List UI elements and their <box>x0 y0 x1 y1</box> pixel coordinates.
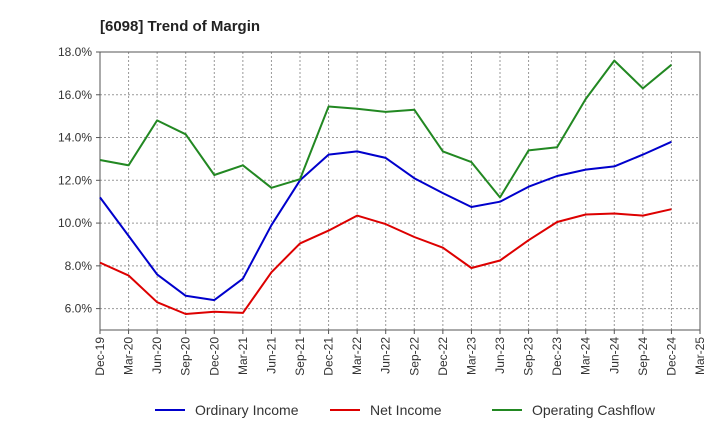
legend: Ordinary Income Net Income Operating Cashf… <box>155 402 656 418</box>
x-tick-label: Jun-23 <box>493 337 507 374</box>
x-tick-label: Dec-20 <box>207 337 221 376</box>
series-line-net-income <box>99 208 672 315</box>
x-tick-label: Mar-20 <box>122 337 136 375</box>
x-tick-label: Dec-22 <box>436 337 450 376</box>
grid <box>100 52 700 330</box>
x-tick-label: Sep-23 <box>522 337 536 376</box>
x-tick-label: Jun-24 <box>607 337 621 374</box>
legend-label-operating-cashflow: Operating Cashflow <box>532 402 656 418</box>
x-tick-label: Dec-24 <box>664 337 678 376</box>
y-tick-label: 12.0% <box>58 173 92 187</box>
x-tick-label: Jun-22 <box>379 337 393 374</box>
y-tick-label: 8.0% <box>65 259 93 273</box>
x-tick-label: Jun-20 <box>150 337 164 374</box>
x-tick-label: Dec-19 <box>93 337 107 376</box>
x-tick-label: Mar-22 <box>350 337 364 375</box>
y-axis: 6.0% 8.0% 10.0% 12.0% 14.0% 16.0% 18.0% <box>58 45 100 316</box>
x-tick-label: Sep-22 <box>407 337 421 376</box>
y-tick-label: 14.0% <box>58 131 92 145</box>
x-tick-label: Sep-21 <box>293 337 307 376</box>
x-tick-label: Jun-21 <box>264 337 278 374</box>
series-line-ordinary-income <box>99 140 672 302</box>
x-tick-label: Mar-25 <box>693 337 707 375</box>
chart-title: [6098] Trend of Margin <box>100 18 260 35</box>
y-tick-label: 16.0% <box>58 88 92 102</box>
x-tick-label: Mar-23 <box>464 337 478 375</box>
x-tick-label: Dec-21 <box>322 337 336 376</box>
legend-label-ordinary-income: Ordinary Income <box>195 402 299 418</box>
x-tick-label: Sep-24 <box>636 337 650 376</box>
x-tick-label: Dec-23 <box>550 337 564 376</box>
x-tick-label: Mar-24 <box>579 337 593 375</box>
y-tick-label: 18.0% <box>58 45 92 59</box>
y-tick-label: 6.0% <box>65 302 93 316</box>
x-tick-label: Mar-21 <box>236 337 250 375</box>
plot-area <box>99 51 701 331</box>
y-tick-label: 10.0% <box>58 216 92 230</box>
series-line-operating-cashflow <box>99 59 673 199</box>
legend-label-net-income: Net Income <box>370 402 442 418</box>
x-tick-label: Sep-20 <box>179 337 193 376</box>
x-axis: Dec-19 Mar-20 Jun-20 Sep-20 Dec-20 Mar-21 Jun-… <box>93 330 707 376</box>
series-lines <box>99 59 673 315</box>
